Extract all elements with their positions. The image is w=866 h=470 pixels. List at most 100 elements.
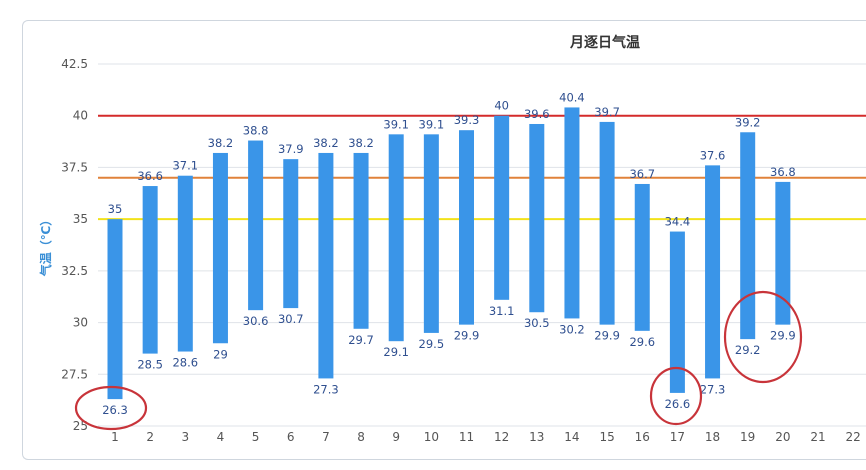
temperature-bar	[142, 186, 158, 354]
x-tick-label: 17	[670, 430, 685, 444]
low-value-label: 29.7	[348, 333, 374, 347]
low-value-label: 29.9	[770, 329, 796, 343]
chart-frame	[22, 20, 866, 460]
temperature-bar	[634, 183, 650, 331]
x-tick-label: 21	[810, 430, 825, 444]
low-value-label: 31.1	[489, 304, 515, 318]
high-value-label: 39.1	[419, 117, 445, 131]
x-tick-label: 6	[287, 430, 295, 444]
temperature-bar	[212, 152, 228, 344]
y-tick-label: 30	[73, 316, 88, 330]
x-tick-label: 16	[635, 430, 650, 444]
x-tick-label: 11	[459, 430, 474, 444]
temperature-bar	[599, 121, 615, 325]
x-tick-label: 19	[740, 430, 755, 444]
temperature-bar	[705, 165, 721, 379]
temperature-bar	[669, 231, 685, 393]
high-value-label: 36.6	[137, 169, 163, 183]
temperature-bar	[423, 134, 439, 333]
high-value-label: 39.7	[594, 105, 620, 119]
y-axis-label: 气温（℃）	[38, 214, 53, 278]
low-value-label: 26.6	[665, 397, 691, 411]
data-labels: 35 26.3 36.6 28.5 37.1 28.6 38.2 29 38.8 30.6 37.9…	[102, 90, 795, 417]
temperature-bar	[459, 130, 474, 325]
temperature-bar	[318, 152, 334, 379]
temperature-bar	[494, 115, 510, 300]
low-value-label: 28.6	[172, 356, 198, 370]
low-value-label: 30.5	[524, 316, 550, 330]
x-tick-label: 22	[846, 430, 861, 444]
temperature-bar	[564, 107, 580, 319]
y-tick-label: 25	[73, 419, 88, 433]
low-value-label: 28.5	[137, 358, 163, 372]
high-value-label: 36.7	[629, 167, 655, 181]
high-value-label: 38.2	[208, 136, 234, 150]
x-tick-label: 2	[146, 430, 154, 444]
high-value-label: 38.8	[243, 124, 269, 138]
temperature-bar	[248, 140, 264, 311]
high-value-label: 38.2	[313, 136, 339, 150]
x-tick-label: 9	[392, 430, 400, 444]
highlight-circle	[74, 385, 148, 431]
x-tick-label: 13	[529, 430, 544, 444]
high-value-label: 35	[108, 202, 123, 216]
x-tick-label: 5	[252, 430, 260, 444]
x-tick-label: 12	[494, 430, 509, 444]
high-value-label: 36.8	[770, 165, 796, 179]
x-tick-label: 8	[357, 430, 365, 444]
high-value-label: 40.4	[559, 90, 585, 104]
x-tick-label: 3	[181, 430, 189, 444]
low-value-label: 30.6	[243, 314, 269, 328]
x-tick-label: 15	[599, 430, 614, 444]
low-value-label: 29.1	[383, 345, 409, 359]
temperature-bar	[740, 132, 756, 340]
chart-title: 月逐日气温	[569, 34, 640, 51]
bars	[107, 107, 791, 400]
y-tick-label: 40	[73, 109, 88, 123]
high-value-label: 37.1	[172, 159, 198, 173]
highlight-circles	[74, 290, 803, 431]
temperature-bar	[529, 123, 545, 313]
high-value-label: 39.1	[383, 117, 409, 131]
high-value-label: 34.4	[665, 215, 691, 229]
high-value-label: 37.9	[278, 142, 304, 156]
temperature-bar	[177, 175, 193, 352]
x-tick-label: 10	[424, 430, 439, 444]
high-value-label: 39.3	[454, 113, 480, 127]
low-value-label: 27.3	[700, 382, 726, 396]
y-tick-label: 27.5	[61, 367, 88, 381]
x-tick-label: 14	[564, 430, 579, 444]
temperature-bar	[775, 181, 791, 325]
y-tick-label: 32.5	[61, 264, 88, 278]
low-value-label: 29.2	[735, 343, 761, 357]
x-tick-label: 7	[322, 430, 330, 444]
temperature-bar	[107, 219, 123, 400]
low-value-label: 29.9	[454, 329, 480, 343]
low-value-label: 27.3	[313, 382, 339, 396]
temperature-bar	[283, 159, 299, 309]
highlight-circle	[723, 290, 803, 384]
low-value-label: 30.2	[559, 322, 585, 336]
highlight-circle	[649, 366, 703, 426]
low-value-label: 29	[213, 347, 228, 361]
low-value-label: 29.9	[594, 329, 620, 343]
high-value-label: 37.6	[700, 148, 726, 162]
y-tick-label: 37.5	[61, 160, 88, 174]
x-tick-label: 4	[217, 430, 225, 444]
high-value-label: 39.2	[735, 115, 761, 129]
x-tick-label: 18	[705, 430, 720, 444]
temperature-bar	[353, 152, 369, 329]
temperature-bar	[388, 134, 404, 342]
low-value-label: 29.6	[629, 335, 655, 349]
low-value-label: 29.5	[419, 337, 445, 351]
x-tick-label: 1	[111, 430, 119, 444]
high-value-label: 40	[494, 99, 509, 113]
y-tick-label: 42.5	[61, 57, 88, 71]
high-value-label: 39.6	[524, 107, 550, 121]
y-tick-label: 35	[73, 212, 88, 226]
low-value-label: 26.3	[102, 403, 128, 417]
high-value-label: 38.2	[348, 136, 374, 150]
low-value-label: 30.7	[278, 312, 304, 326]
